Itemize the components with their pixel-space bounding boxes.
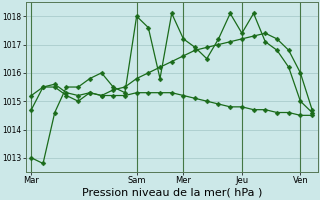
X-axis label: Pression niveau de la mer( hPa ): Pression niveau de la mer( hPa ) <box>82 188 262 198</box>
